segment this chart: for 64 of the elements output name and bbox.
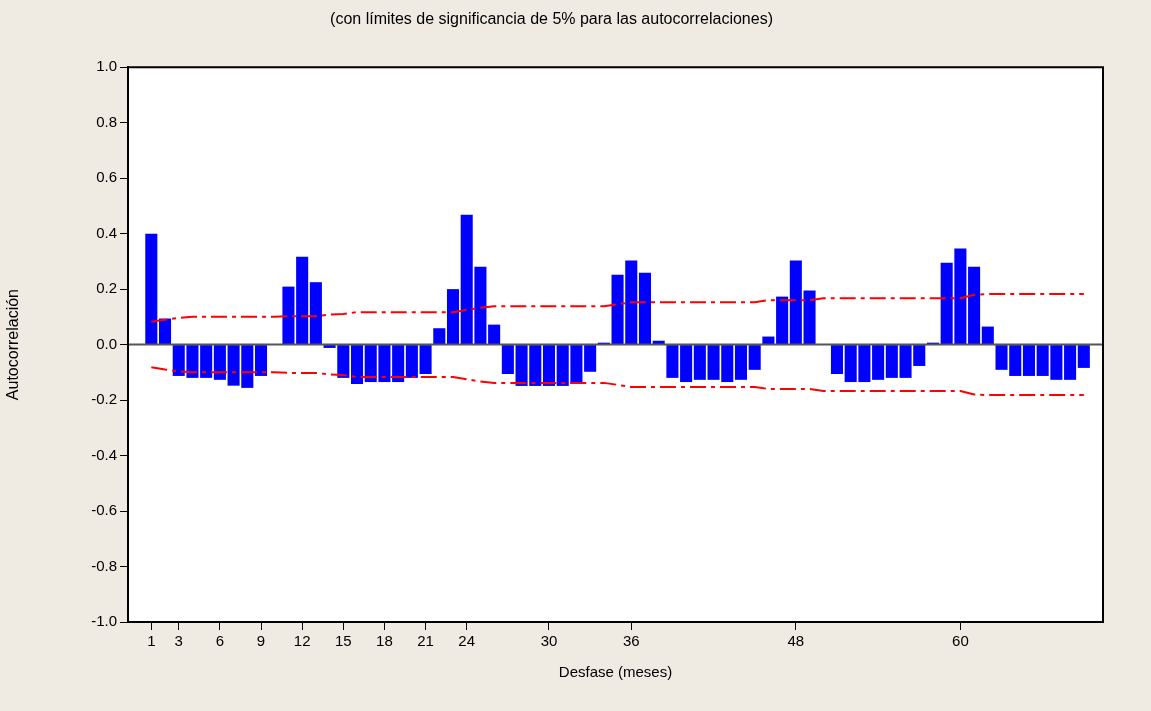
- x-tick-label: 21: [417, 632, 434, 650]
- y-tick-label: -0.2: [91, 390, 117, 408]
- x-tick-label: 60: [952, 632, 969, 650]
- x-tick-label: 12: [293, 632, 311, 650]
- bar: [968, 266, 981, 345]
- bar: [501, 345, 514, 374]
- x-tick-label: 1: [147, 632, 156, 650]
- bar: [296, 256, 309, 345]
- y-tick-label: 0.4: [96, 223, 117, 241]
- bar: [666, 345, 679, 378]
- y-tick-label: 0.0: [96, 334, 117, 352]
- x-tick-label: 3: [174, 632, 183, 650]
- x-tick-label: 15: [334, 632, 352, 650]
- bar: [158, 318, 172, 345]
- bar: [309, 282, 322, 345]
- chart-subtitle: (con límites de significancia de 5% para las autocorrelaciones): [330, 10, 773, 28]
- x-tick-label: 9: [256, 632, 266, 650]
- x-tick-label: 18: [376, 632, 393, 650]
- x-tick-label: 6: [215, 632, 225, 650]
- bar: [282, 286, 295, 345]
- bar: [789, 260, 802, 345]
- bar: [254, 345, 268, 376]
- y-tick-label: 0.2: [96, 279, 117, 297]
- bar: [405, 345, 418, 378]
- bar: [542, 345, 556, 386]
- y-tick-label: -0.8: [91, 556, 117, 574]
- bar: [803, 290, 816, 345]
- bar: [392, 345, 405, 383]
- bar: [200, 345, 213, 378]
- bar: [213, 345, 226, 380]
- bar: [748, 345, 761, 370]
- x-tick-label: 30: [540, 632, 558, 650]
- x-tick-label: 24: [458, 632, 476, 650]
- bar: [419, 345, 432, 374]
- bar: [734, 345, 748, 380]
- bar: [638, 272, 652, 345]
- bar: [446, 289, 460, 345]
- bar: [981, 326, 994, 345]
- y-tick-label: 0.6: [96, 168, 117, 186]
- bar: [872, 345, 885, 380]
- bar: [145, 233, 158, 345]
- bar: [433, 328, 446, 345]
- x-tick-label: 36: [622, 632, 640, 650]
- bar: [830, 345, 843, 374]
- line-series: [150, 293, 1085, 323]
- x-tick-label: 48: [787, 632, 805, 650]
- line-series: [150, 366, 1085, 397]
- bar: [1077, 345, 1090, 368]
- bar: [680, 345, 693, 383]
- y-tick-label: 1.0: [96, 57, 117, 75]
- y-tick-label: -0.6: [91, 501, 117, 519]
- bar: [350, 345, 364, 384]
- y-tick-label: -0.4: [91, 445, 117, 463]
- bar: [1064, 345, 1077, 380]
- bar: [776, 296, 789, 345]
- y-tick-label: 0.8: [96, 112, 117, 130]
- x-axis-title: Desfase (meses): [558, 663, 673, 681]
- bar: [762, 336, 775, 345]
- y-axis-title: Autocorrelación: [4, 289, 22, 401]
- y-tick-label: -1.0: [91, 612, 117, 630]
- bar: [693, 345, 706, 380]
- bar: [1022, 345, 1035, 376]
- bar: [488, 324, 501, 345]
- bar: [584, 345, 597, 372]
